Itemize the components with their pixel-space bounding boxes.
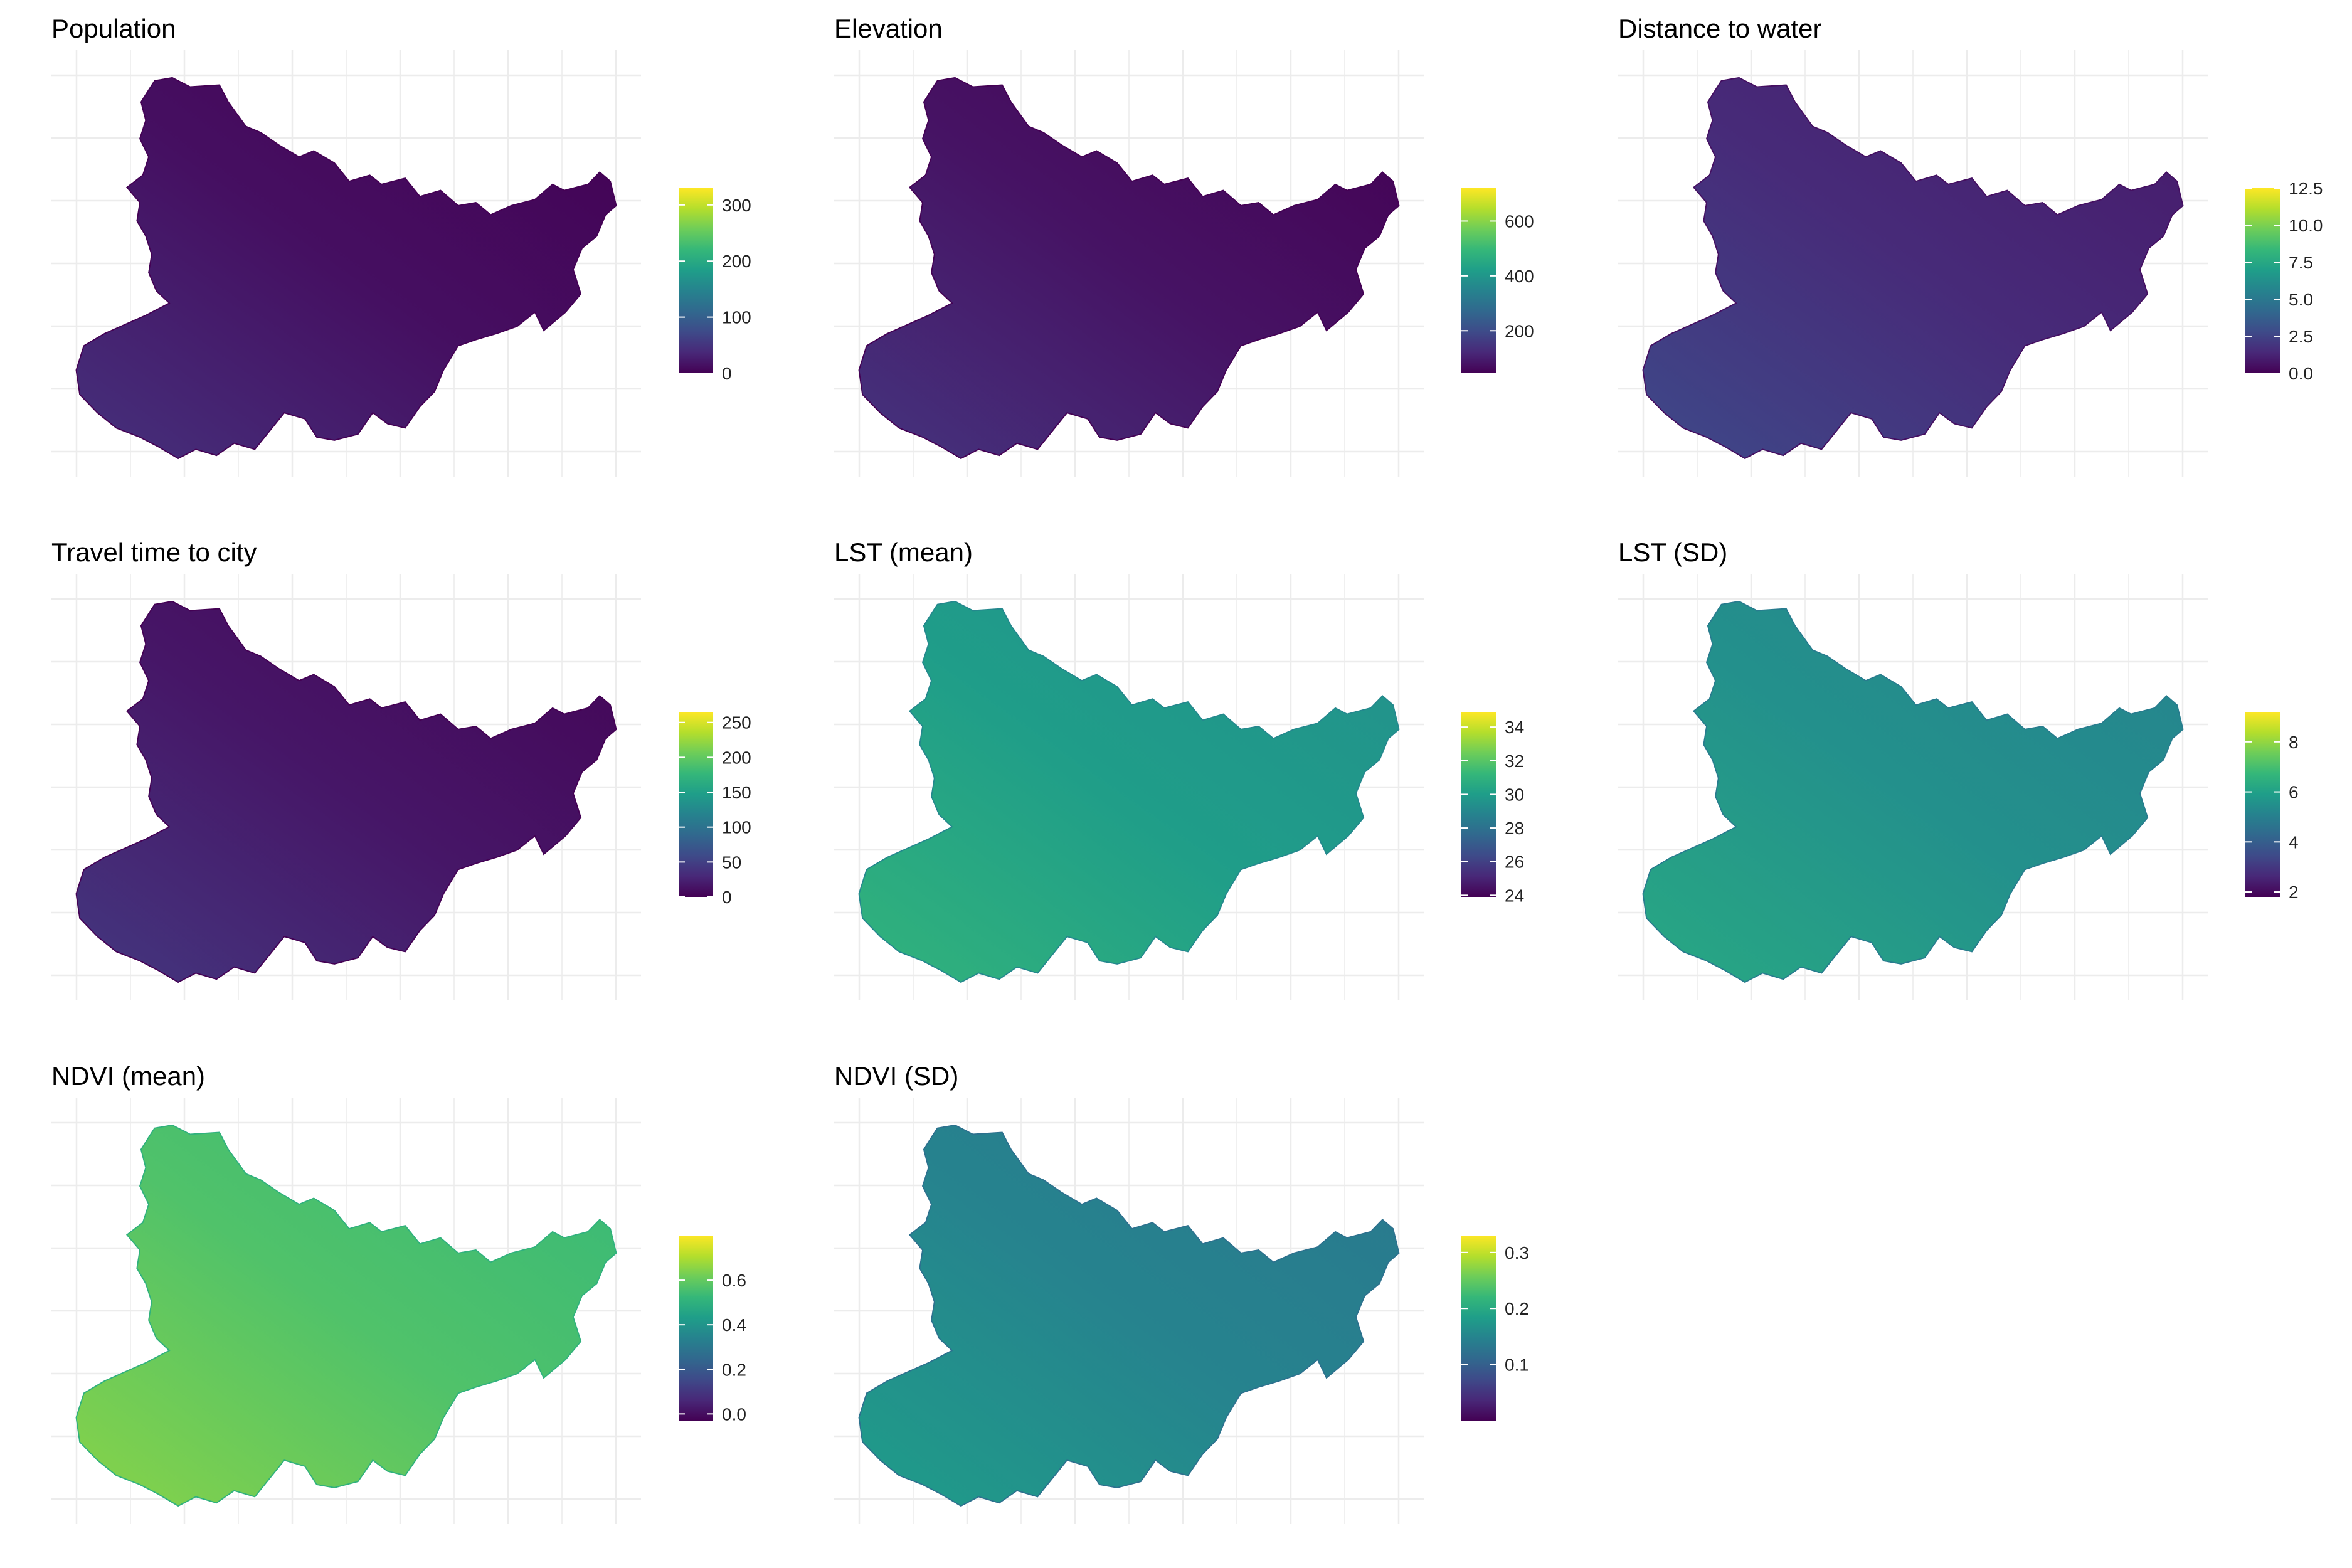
panel-title: NDVI (mean) (51, 1061, 205, 1091)
legend-tick-label: 24 (1505, 886, 1524, 905)
region-map (75, 77, 617, 460)
legend-tick-label: 600 (1505, 211, 1534, 231)
legend-tick-label: 200 (722, 252, 751, 271)
legend-colorbar (2245, 712, 2280, 897)
panel-title: Population (51, 14, 176, 43)
legend-tick-label: 26 (1505, 852, 1524, 872)
legend-colorbar (1461, 188, 1496, 373)
legend-tick-label: 150 (722, 783, 751, 802)
legend: 0.6 0.4 0.2 0.0 (679, 1236, 746, 1424)
region-map (858, 77, 1400, 460)
legend-tick-label: 250 (722, 713, 751, 733)
legend-tick-label: 5.0 (2289, 290, 2313, 309)
legend-tick-label: 0.4 (722, 1315, 746, 1335)
legend-tick-label: 0.1 (1505, 1355, 1529, 1375)
panel-lst-mean: LST (mean) 34 32 30 28 26 24 (834, 538, 1524, 1000)
legend-tick-label: 0 (722, 364, 732, 383)
region-map (1642, 77, 2184, 460)
legend-colorbar (2245, 188, 2280, 373)
legend-tick-label: 8 (2289, 733, 2299, 752)
region-map (75, 1124, 617, 1507)
panel-ndvi-mean: NDVI (mean) 0.6 0.4 0.2 0.0 (51, 1061, 746, 1524)
region-map (858, 1124, 1400, 1507)
region-map (75, 600, 617, 983)
legend-tick-label: 100 (722, 818, 751, 837)
panel-ndvi-sd: NDVI (SD) 0.3 0.2 0.1 (834, 1061, 1529, 1524)
legend-tick-label: 300 (722, 196, 751, 215)
panel-title: Travel time to city (51, 538, 257, 567)
legend: 600 400 200 (1461, 188, 1534, 373)
legend-tick-label: 4 (2289, 832, 2299, 852)
legend-tick-label: 0.0 (722, 1404, 746, 1424)
legend-tick-label: 12.5 (2289, 179, 2323, 198)
legend-tick-label: 0.3 (1505, 1243, 1529, 1263)
legend: 250 200 150 100 50 0 (679, 712, 751, 907)
panel-title: LST (SD) (1618, 538, 1727, 567)
panel-title: Distance to water (1618, 14, 1821, 43)
region-map (858, 600, 1400, 983)
legend-colorbar (1461, 1236, 1496, 1421)
legend-tick-label: 0.6 (722, 1271, 746, 1290)
legend: 34 32 30 28 26 24 (1461, 712, 1524, 905)
panel-elevation: Elevation 600 400 200 (834, 14, 1534, 477)
legend: 0.3 0.2 0.1 (1461, 1236, 1529, 1421)
panel-lst-sd: LST (SD) 8 6 4 2 (1618, 538, 2299, 1000)
region-map (1642, 600, 2184, 983)
legend-tick-label: 2.5 (2289, 327, 2313, 346)
legend-colorbar (679, 712, 713, 897)
legend-tick-label: 0.2 (1505, 1299, 1529, 1318)
legend-tick-label: 28 (1505, 818, 1524, 838)
panel-title: Elevation (834, 14, 943, 43)
legend-colorbar (1461, 712, 1496, 897)
panel-population: Population 300 200 100 0 (51, 14, 751, 477)
legend-tick-label: 10.0 (2289, 216, 2323, 235)
legend-tick-label: 0.0 (2289, 364, 2313, 383)
legend-colorbar (679, 188, 713, 373)
legend-tick-label: 2 (2289, 882, 2299, 902)
legend: 8 6 4 2 (2245, 712, 2299, 902)
legend: 300 200 100 0 (679, 188, 751, 383)
legend-tick-label: 7.5 (2289, 253, 2313, 272)
legend: 12.5 10.0 7.5 5.0 2.5 0.0 (2245, 179, 2323, 383)
legend-tick-label: 0 (722, 887, 732, 907)
legend-tick-label: 6 (2289, 783, 2299, 802)
legend-tick-label: 200 (722, 748, 751, 767)
legend-colorbar (679, 1236, 713, 1421)
legend-tick-label: 32 (1505, 751, 1524, 771)
legend-tick-label: 30 (1505, 785, 1524, 804)
legend-tick-label: 200 (1505, 321, 1534, 341)
legend-tick-label: 400 (1505, 267, 1534, 286)
legend-tick-label: 34 (1505, 718, 1524, 737)
legend-tick-label: 0.2 (722, 1360, 746, 1379)
panel-title: LST (mean) (834, 538, 973, 567)
legend-tick-label: 50 (722, 852, 741, 872)
panel-title: NDVI (SD) (834, 1061, 958, 1091)
legend-tick-label: 100 (722, 308, 751, 327)
panel-travel-time-to-city: Travel time to city 250 200 150 100 50 0 (51, 538, 751, 1000)
panel-distance-to-water: Distance to water 12.5 10.0 7.5 5.0 2.5 0.0 (1618, 14, 2323, 477)
